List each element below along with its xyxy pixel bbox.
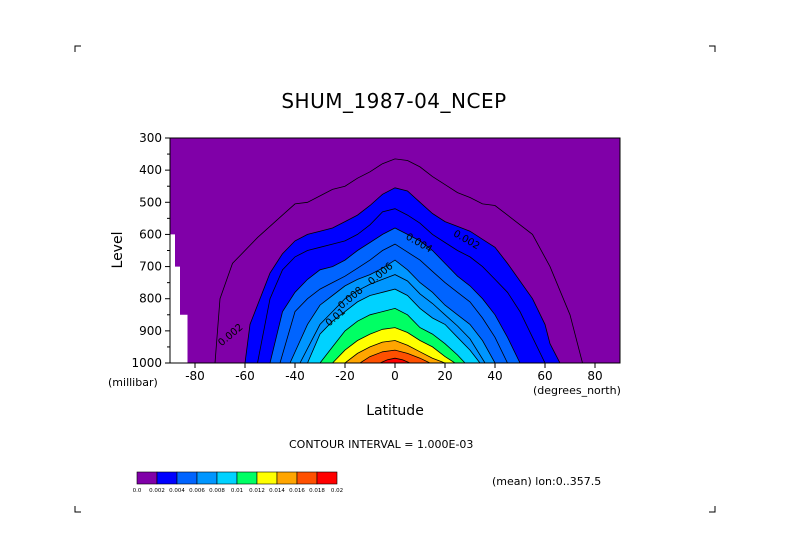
colorbar: 0.0 0.002 0.004 0.006 0.008 0.01 0.012 0.014 0.0… [133,471,343,494]
corner-mark-bottom-left [74,506,81,513]
averaging-annotation: (mean) lon:0..357.5 [492,475,601,488]
x-tick-label-1: -60 [235,369,255,383]
x-tick-label-7: 60 [537,369,552,383]
colorbar-swatch-5 [236,471,258,485]
y-axis-title: Level [110,232,126,269]
y-tick-label-5: 800 [139,292,162,306]
colorbar-swatch-3 [196,471,218,485]
colorbar-swatch-0 [136,471,158,485]
x-axis-title: Latitude [366,403,424,419]
x-tick-label-4: 0 [391,369,399,383]
x-tick-label-6: 40 [487,369,502,383]
colorbar-label-3: 0.006 [189,488,205,494]
x-tick-label-8: 80 [587,369,602,383]
y-tick-label-6: 900 [139,324,162,338]
axes: -80 -60 -40 -20 0 20 40 60 80 300 400 500 600 700 800 9… [131,131,602,383]
colorbar-label-6: 0.012 [249,488,265,494]
colorbar-swatch-1 [156,471,178,485]
missing-data-region-2 [170,314,188,363]
colorbar-label-8: 0.016 [289,488,305,494]
y-axis-units: (millibar) [108,376,158,389]
contour-line-extra-2 [299,274,486,363]
y-tick-label-1: 400 [139,163,162,177]
contour-line-5 [319,307,466,363]
colorbar-swatch-4 [216,471,238,485]
heatmap-band-9 [380,358,410,363]
x-tick-label-2: -40 [285,369,305,383]
x-tick-label-3: -20 [335,369,355,383]
contour-line-2 [269,227,521,363]
colorbar-label-0: 0.0 [133,488,142,494]
corner-mark-top-left [74,45,81,52]
y-tick-label-7: 1000 [131,356,162,370]
contour-line-extra-1 [279,243,508,363]
colorbar-label-4: 0.008 [209,488,225,494]
contour-line-extra-0 [257,208,546,363]
colorbar-swatch-2 [176,471,198,485]
x-tick-label-0: -80 [185,369,205,383]
colorbar-label-7: 0.014 [269,488,285,494]
contour-line-3 [289,259,496,363]
corner-mark-bottom-right [709,506,716,513]
colorbar-swatch-6 [256,471,278,485]
corner-marks [74,45,716,513]
contour-line-9 [379,357,411,363]
contour-line-6 [332,327,456,363]
heatmap-band-8 [360,350,430,363]
colorbar-swatch-9 [316,471,338,485]
contour-line-0 [214,158,583,363]
colorbar-swatch-7 [276,471,298,485]
contour-line-1 [244,187,561,363]
y-tick-label-0: 300 [139,131,162,145]
colorbar-label-2: 0.004 [169,488,185,494]
y-tick-label-4: 700 [139,260,162,274]
x-tick-label-5: 20 [437,369,452,383]
contour-line-4 [307,288,481,363]
contour-line-8 [359,349,431,363]
corner-mark-top-right [709,45,716,52]
colorbar-swatch-8 [296,471,318,485]
y-tick-label-2: 500 [139,195,162,209]
chart-title: SHUM_1987-04_NCEP [281,89,506,113]
colorbar-label-5: 0.01 [231,488,243,494]
colorbar-label-1: 0.002 [149,488,165,494]
y-tick-label-3: 600 [139,227,162,241]
contour-line-7 [344,340,446,363]
contour-interval-note: CONTOUR INTERVAL = 1.000E-03 [289,438,473,451]
colorbar-label-9: 0.018 [309,488,325,494]
x-axis-units: (degrees_north) [533,384,621,397]
colorbar-label-10: 0.02 [331,488,343,494]
